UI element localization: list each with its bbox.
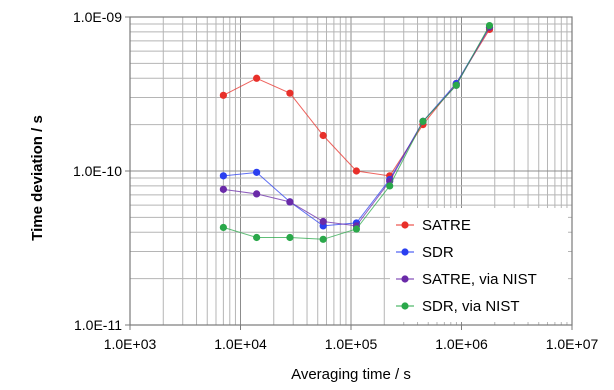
data-point (485, 21, 494, 30)
legend-label: SDR, via NIST (422, 298, 520, 315)
legend-marker (401, 275, 409, 283)
axes: 1.0E+03 1.0E+04 1.0E+05 1.0E+06 1.0E+07 1.0E-… (73, 9, 599, 352)
data-point (219, 91, 227, 99)
x-tick-label: 1.0E+06 (435, 336, 488, 352)
series-sdr (219, 23, 494, 230)
data-point (286, 233, 294, 242)
x-tick-label: 1.0E+05 (325, 336, 378, 352)
x-tick-label: 1.0E+03 (104, 336, 157, 352)
data-point (219, 223, 227, 232)
y-tick-label: 1.0E-09 (73, 9, 122, 25)
data-point (352, 167, 361, 175)
legend: SATRE SDR SATRE, via NIST SDR, via NIST (390, 208, 568, 322)
series-satre-via-nist (219, 23, 494, 230)
legend-marker (401, 221, 409, 229)
axis-labels: Averaging time / s Time deviation / s (29, 115, 411, 383)
y-axis-title: Time deviation / s (29, 115, 46, 241)
legend-marker (401, 302, 409, 310)
legend-label: SATRE (422, 217, 471, 234)
x-tick-label: 1.0E+07 (546, 336, 599, 352)
data-point (452, 81, 460, 89)
series-sdr-via-nist (219, 21, 494, 243)
data-point (319, 131, 327, 140)
data-point (253, 233, 261, 242)
x-tick-label: 1.0E+04 (214, 336, 267, 352)
data-point (286, 198, 294, 206)
x-axis-title: Averaging time / s (291, 366, 411, 383)
data-point (219, 185, 227, 193)
legend-label: SATRE, via NIST (422, 271, 537, 288)
data-point (253, 168, 261, 176)
data-point (253, 190, 261, 198)
y-tick-label: 1.0E-11 (74, 317, 122, 333)
series-line (223, 26, 490, 227)
data-point (253, 74, 261, 82)
y-tick-label: 1.0E-10 (73, 163, 122, 179)
series-satre (219, 25, 494, 180)
legend-label: SDR (422, 244, 454, 261)
data-point (386, 182, 394, 190)
data-point (352, 225, 361, 233)
data-point (319, 235, 327, 243)
data-point (286, 89, 294, 97)
legend-marker (401, 248, 409, 256)
data-point (319, 217, 327, 226)
data-point (219, 172, 227, 180)
series-line (223, 25, 490, 240)
legend-box (390, 208, 568, 322)
series-line (223, 26, 490, 227)
series-layer (219, 21, 494, 243)
data-point (419, 117, 427, 125)
